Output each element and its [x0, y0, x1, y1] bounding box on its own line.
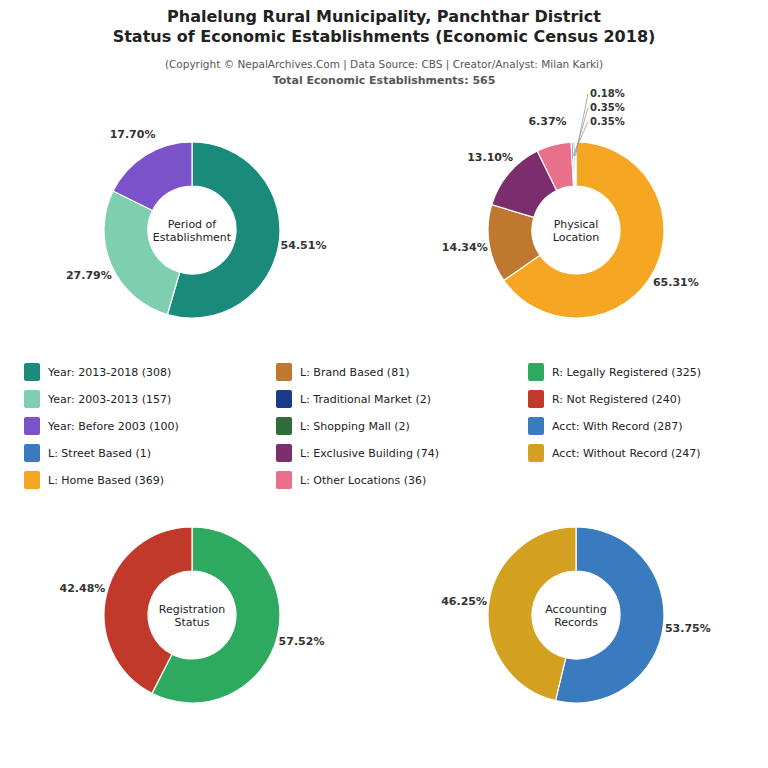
- legend-swatch: [24, 444, 40, 462]
- legend-label: L: Traditional Market (2): [300, 393, 431, 406]
- data-label: 6.37%: [528, 115, 566, 128]
- legend-label: Year: 2013-2018 (308): [47, 366, 171, 379]
- legend-label: R: Not Registered (240): [552, 393, 681, 406]
- title: Phalelung Rural Municipality, Panchthar …: [113, 7, 656, 46]
- data-label: 27.79%: [66, 269, 112, 282]
- data-label: 42.48%: [60, 582, 106, 595]
- legend-label: Year: 2003-2013 (157): [47, 393, 171, 406]
- legend-swatch: [24, 471, 40, 489]
- legend-label: Year: Before 2003 (100): [47, 420, 179, 433]
- legend-swatch: [276, 444, 292, 462]
- data-labels: 54.51% 27.79% 17.70%: [66, 128, 326, 282]
- chart-title: RegistrationStatus: [159, 602, 225, 628]
- legend-label: L: Other Locations (36): [300, 474, 426, 487]
- data-label: 14.34%: [442, 241, 488, 254]
- legend-swatch: [276, 363, 292, 381]
- background: [0, 0, 768, 768]
- donut-slice: [573, 142, 575, 186]
- data-label: 54.51%: [281, 239, 327, 252]
- legend-swatch: [276, 471, 292, 489]
- legend-label: L: Street Based (1): [48, 447, 151, 460]
- chart-title: PhysicalLocation: [553, 217, 600, 243]
- legend-swatch: [528, 417, 544, 435]
- data-label: 65.31%: [653, 276, 699, 289]
- data-labels: 57.52% 42.48%: [60, 582, 325, 648]
- legend-label: L: Exclusive Building (74): [300, 447, 439, 460]
- chart-root: Phalelung Rural Municipality, Panchthar …: [0, 0, 768, 768]
- legend-swatch: [528, 444, 544, 462]
- legend-swatch: [528, 363, 544, 381]
- chart-title: Period ofEstablishment: [153, 217, 232, 243]
- legend-label: L: Brand Based (81): [300, 366, 409, 379]
- donut-chart: [104, 142, 280, 318]
- subtitle: (Copyright © NepalArchives.Com | Data So…: [165, 58, 603, 71]
- data-label: 17.70%: [110, 128, 156, 141]
- chart-title: AccountingRecords: [545, 602, 606, 628]
- data-label: 0.35%: [590, 116, 625, 127]
- legend-label: R: Legally Registered (325): [552, 366, 701, 379]
- legend-swatch: [276, 390, 292, 408]
- donut-chart: [488, 527, 664, 703]
- donut-slice: [571, 142, 574, 186]
- legend-swatch: [276, 417, 292, 435]
- legend-swatch: [24, 417, 40, 435]
- data-label: 13.10%: [467, 151, 513, 164]
- leader-line: [576, 94, 588, 156]
- data-labels: 53.75% 46.25%: [441, 595, 711, 634]
- data-label: 53.75%: [665, 622, 711, 635]
- donut-slice: [113, 142, 192, 211]
- data-label: 57.52%: [279, 635, 325, 648]
- annotation: Total Economic Establishments: 565: [273, 74, 496, 87]
- legend-label: L: Home Based (369): [48, 474, 164, 487]
- leader-line: [574, 108, 588, 156]
- legend-swatch: [24, 363, 40, 381]
- leader-line: [573, 122, 588, 156]
- data-label: 0.35%: [590, 102, 625, 113]
- legend-label: L: Shopping Mall (2): [300, 420, 410, 433]
- donut-chart: [488, 142, 664, 318]
- legend-label: Acct: Without Record (247): [552, 447, 701, 460]
- legend-label: Acct: With Record (287): [552, 420, 683, 433]
- data-label: 46.25%: [441, 595, 487, 608]
- donut-slice: [104, 191, 180, 314]
- legend-swatch: [24, 390, 40, 408]
- legend: Year: 2013-2018 (308) Year: 2003-2013 (15…: [24, 363, 701, 489]
- donut-slice: [537, 142, 573, 190]
- data-labels: 65.31% 14.34% 13.10% 6.37% 0.35% 0.35% 0.18%: [442, 88, 699, 288]
- legend-swatch: [528, 390, 544, 408]
- donut-chart: [104, 527, 280, 703]
- data-label: 0.18%: [590, 88, 625, 99]
